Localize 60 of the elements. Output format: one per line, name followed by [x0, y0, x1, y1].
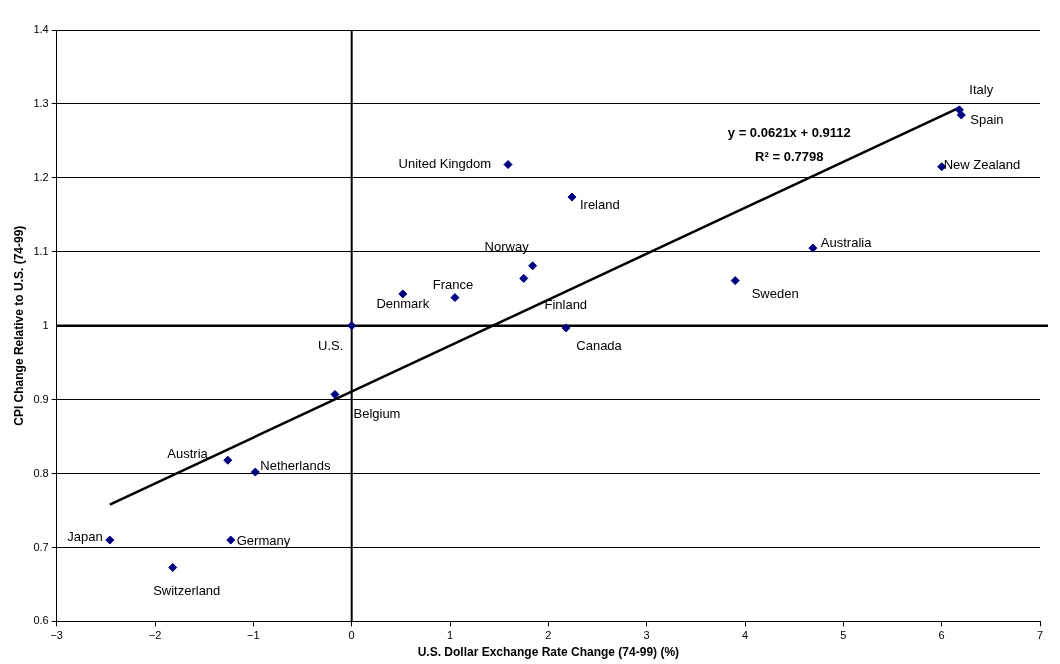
data-label: Finland: [544, 296, 588, 312]
data-label: Ireland: [579, 196, 620, 212]
point: [730, 276, 740, 286]
point: [450, 293, 460, 303]
y-tick-label: 0.6: [33, 614, 49, 627]
y-tick-label: 0.7: [33, 540, 49, 553]
point: [567, 192, 577, 202]
point: [347, 321, 357, 331]
x-tick-label: 1: [446, 629, 454, 642]
x-tick-label: 3: [643, 629, 650, 642]
data-label: Italy: [969, 82, 994, 98]
data-label: Belgium: [353, 406, 401, 422]
point: [956, 110, 966, 120]
point: [105, 535, 115, 545]
x-tick-label: −1: [247, 629, 260, 642]
point: [503, 160, 513, 170]
data-label: Switzerland: [153, 583, 221, 599]
point: [250, 467, 260, 477]
data-label: Norway: [484, 239, 530, 255]
point: [528, 261, 538, 271]
data-label: Netherlands: [260, 457, 331, 473]
point: [226, 535, 236, 545]
x-tick-label: −2: [148, 629, 162, 642]
x-axis-title: U.S. Dollar Exchange Rate Change (74-99) (%): [417, 645, 680, 660]
x-tick-label: 0: [348, 629, 355, 642]
data-label: New Zealand: [943, 157, 1021, 173]
x-tick-label: 5: [840, 629, 847, 642]
data-label: France: [432, 277, 474, 293]
data-label: Austria: [167, 445, 209, 461]
y-tick-label: 1.3: [33, 96, 49, 109]
y-tick-label: 1.2: [33, 170, 49, 183]
data-label: Canada: [576, 338, 623, 354]
point: [168, 562, 178, 572]
data-label: Germany: [236, 532, 291, 548]
x-tick-label: 7: [1036, 629, 1044, 642]
x-tick-label: 6: [938, 629, 945, 642]
x-tick-label: 4: [741, 629, 749, 642]
y-axis-title: CPI Change Relative to U.S. (74-99): [11, 225, 26, 426]
x-tick-label: −3: [50, 629, 63, 642]
point: [519, 273, 529, 283]
annotation: R² = 0.7798: [755, 148, 824, 164]
data-label: Spain: [970, 111, 1004, 127]
y-tick-label: 1.1: [33, 244, 49, 257]
point: [808, 243, 818, 253]
data-label: U.S.: [318, 338, 344, 354]
x-tick-label: 2: [545, 629, 552, 642]
point: [330, 389, 340, 399]
y-tick-label: 0.8: [33, 466, 49, 479]
data-label: Japan: [67, 528, 103, 544]
data-label: United Kingdom: [398, 156, 492, 172]
y-tick-label: 1: [42, 318, 49, 331]
annotation: y = 0.0621x + 0.9112: [727, 124, 851, 140]
data-label: Denmark: [376, 296, 430, 312]
y-tick-label: 0.9: [33, 392, 49, 405]
point: [223, 455, 233, 465]
point: [561, 323, 571, 333]
data-label: Sweden: [751, 286, 799, 302]
y-tick-label: 1.4: [33, 23, 49, 36]
point: [398, 289, 408, 299]
data-label: Australia: [820, 234, 873, 250]
